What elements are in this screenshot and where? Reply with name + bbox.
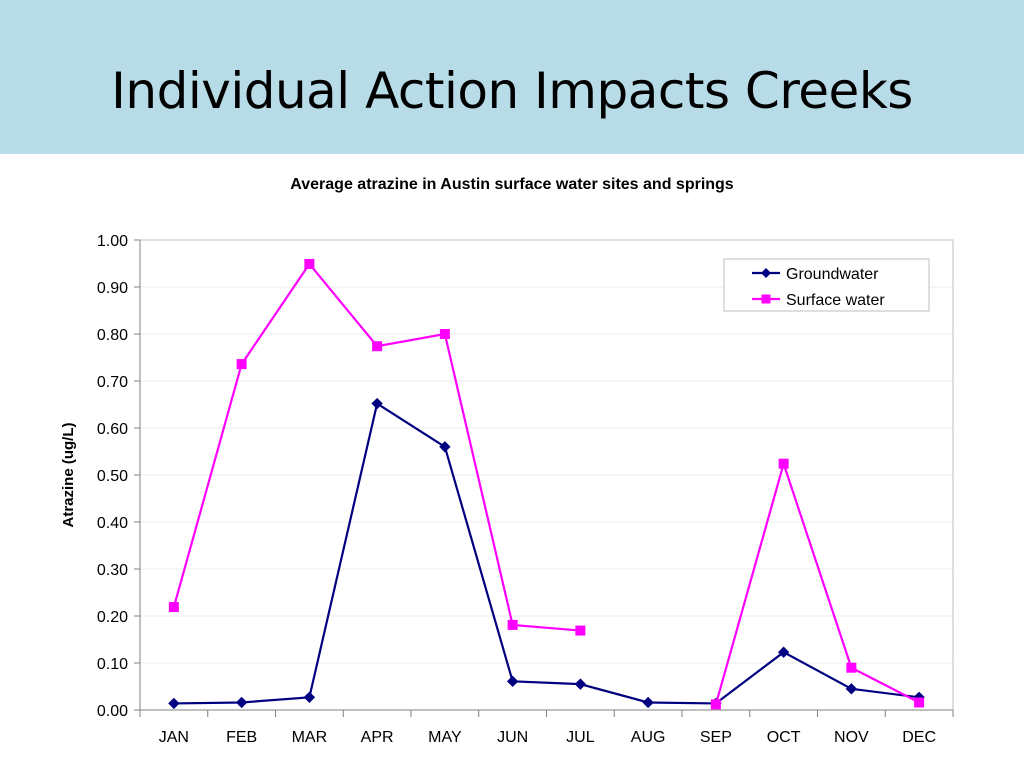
data-point <box>507 619 518 630</box>
x-tick-label: JUL <box>566 729 595 746</box>
data-point <box>506 675 519 688</box>
y-tick-label: 0.40 <box>97 515 128 532</box>
legend-label: Surface water <box>786 292 885 309</box>
data-point <box>439 329 450 339</box>
x-tick-label: APR <box>361 729 394 746</box>
x-tick-label: OCT <box>767 729 801 746</box>
legend-label: Groundwater <box>786 266 879 283</box>
x-tick-label: FEB <box>226 729 257 746</box>
y-tick-label: 0.60 <box>97 421 128 438</box>
y-tick-label: 0.20 <box>97 609 128 626</box>
x-tick-label: DEC <box>902 729 936 746</box>
legend-item: Groundwater <box>752 266 879 283</box>
data-point <box>168 697 180 710</box>
data-point <box>914 697 925 708</box>
series-groundwater <box>168 397 925 710</box>
data-point <box>236 359 247 370</box>
slide-header: Individual Action Impacts Creeks <box>0 0 1024 154</box>
legend-item: Surface water <box>752 292 885 309</box>
data-point <box>371 397 383 410</box>
series-line <box>172 262 581 632</box>
series-surface-water <box>168 258 925 710</box>
data-point <box>778 458 789 469</box>
y-tick-label: 0.10 <box>97 656 128 673</box>
data-point <box>846 662 857 673</box>
x-tick-label: JUN <box>497 729 528 746</box>
data-point <box>710 699 721 710</box>
data-point <box>304 258 315 269</box>
series-line <box>173 401 920 705</box>
data-point <box>235 696 248 709</box>
y-tick-label: 1.00 <box>97 233 128 250</box>
data-point <box>642 696 654 709</box>
y-tick-label: 0.30 <box>97 562 128 579</box>
x-tick-label: SEP <box>700 729 732 746</box>
y-tick-label: 0.70 <box>97 374 128 391</box>
legend-marker <box>761 294 771 304</box>
x-tick-label: JAN <box>159 729 189 746</box>
data-point <box>777 646 790 658</box>
x-tick-label: MAY <box>428 729 462 746</box>
series <box>168 258 925 710</box>
axes <box>134 239 954 717</box>
chart: Average atrazine in Austin surface water… <box>0 154 1024 768</box>
x-tick-labels: JAN FEB MAR APR MAY JUN JUL AUG SEP OCT NOV DEC <box>159 729 936 746</box>
data-point <box>439 441 451 453</box>
y-axis-label: Atrazine (ug/L) <box>60 423 77 528</box>
data-point <box>303 691 316 704</box>
x-tick-label: MAR <box>292 729 328 746</box>
legend-marker <box>761 268 771 278</box>
slide-title: Individual Action Impacts Creeks <box>111 62 913 120</box>
y-tick-label: 0.00 <box>97 703 128 720</box>
x-tick-label: AUG <box>631 729 666 746</box>
y-tick-label: 0.80 <box>97 327 128 344</box>
data-point <box>372 341 383 352</box>
x-tick-label: NOV <box>834 729 869 746</box>
chart-svg: 0.00 0.10 0.20 0.30 0.40 0.50 0.60 0.70 0.80 0.90… <box>60 233 954 746</box>
series-line <box>714 459 920 705</box>
y-tick-label: 0.90 <box>97 280 128 297</box>
y-tick-label: 0.50 <box>97 468 128 485</box>
data-point <box>845 683 858 695</box>
data-point <box>575 625 586 636</box>
legend: Groundwater Surface water <box>723 258 930 312</box>
data-point <box>574 678 587 690</box>
y-tick-labels: 0.00 0.10 0.20 0.30 0.40 0.50 0.60 0.70 0.80 0.90… <box>97 233 128 720</box>
legend-box <box>723 258 930 312</box>
chart-title: Average atrazine in Austin surface water… <box>290 176 734 193</box>
data-point <box>168 602 179 613</box>
